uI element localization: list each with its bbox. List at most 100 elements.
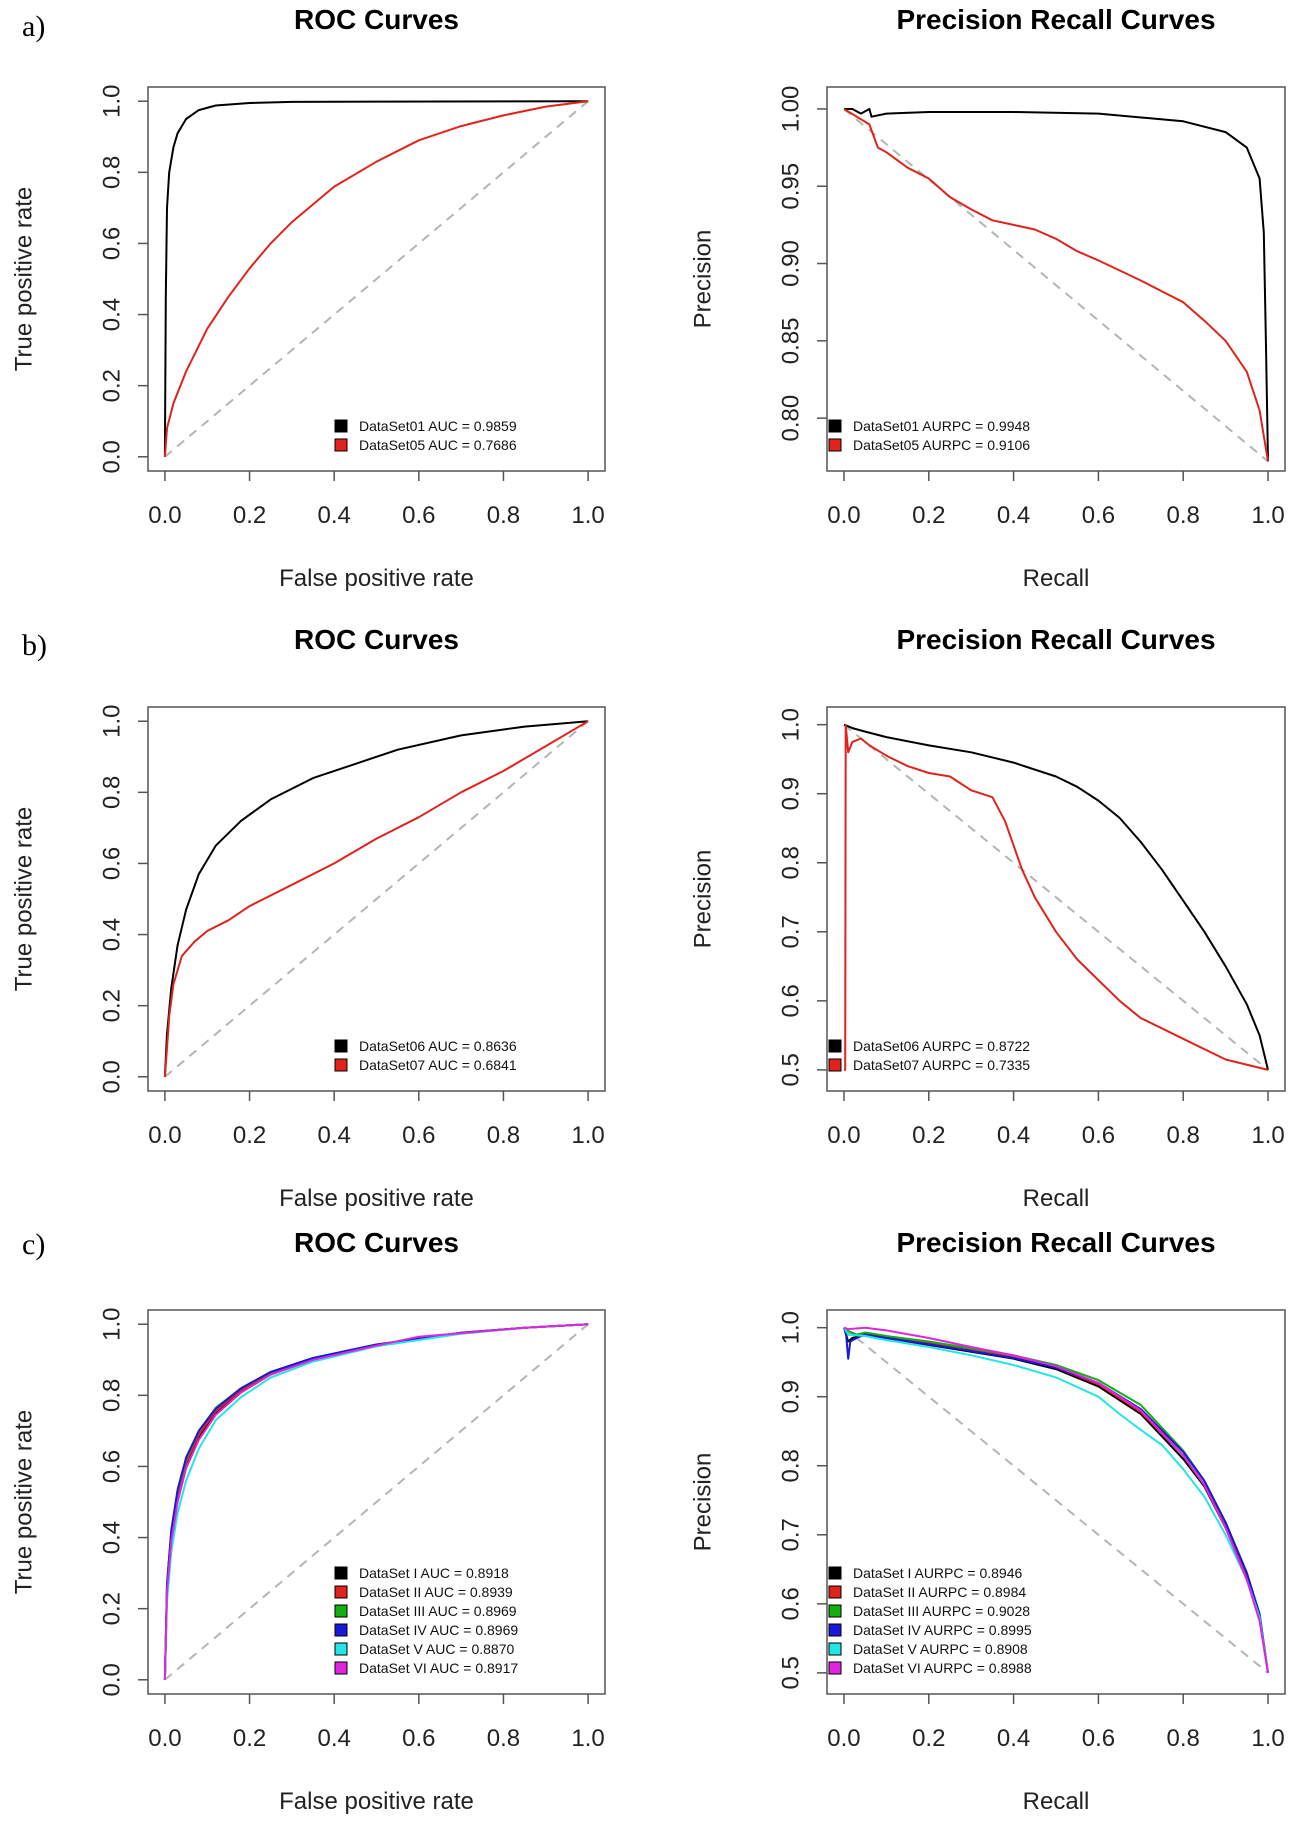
x-tick-label: 0.8: [1167, 1725, 1200, 1752]
x-tick-label: 0.4: [317, 1122, 350, 1149]
legend-swatch: [334, 1039, 348, 1053]
y-axis-label: Precision: [690, 850, 717, 949]
legend-swatch: [334, 1058, 348, 1072]
y-tick-label: 0.6: [99, 227, 126, 260]
y-tick-label: 0.2: [99, 369, 126, 402]
y-tick-label: 0.5: [778, 1656, 805, 1689]
legend-swatch: [828, 1058, 842, 1072]
legend-swatch: [828, 1604, 842, 1618]
series-line-dataset01: [844, 108, 1269, 462]
chart-panel-1: ROC Curves 0.0 0.2 0.4 0.6 0.8 1.0 0.0 0.2 0.4 0.6…: [11, 4, 606, 592]
legend-entry: DataSet IV AUC = 0.8969: [359, 1622, 518, 1638]
x-tick-label: 1.0: [571, 1725, 604, 1752]
x-axis-label: Recall: [1023, 1788, 1090, 1815]
panel-label-b: b): [22, 629, 47, 662]
legend-entry: DataSet07 AURPC = 0.7335: [853, 1057, 1030, 1073]
y-axis-label: True positive rate: [11, 807, 38, 992]
legend-entry: DataSet III AUC = 0.8969: [359, 1603, 517, 1619]
legend-entry: DataSet IV AURPC = 0.8995: [853, 1622, 1032, 1638]
y-tick-label: 1.0: [99, 85, 126, 118]
x-tick-label: 0.0: [827, 1725, 860, 1752]
legend-entry: DataSet05 AURPC = 0.9106: [853, 437, 1030, 453]
legend-swatch: [828, 419, 842, 433]
x-tick-label: 0.0: [148, 502, 181, 529]
y-tick-label: 0.8: [778, 846, 805, 879]
legend-entry: DataSet III AURPC = 0.9028: [853, 1603, 1030, 1619]
x-tick-label: 0.6: [1082, 1725, 1115, 1752]
legend-swatch: [828, 1642, 842, 1656]
y-tick-label: 1.00: [778, 86, 805, 133]
plot-frame: [826, 1309, 1286, 1695]
x-tick-label: 0.6: [402, 502, 435, 529]
legend-entry: DataSet01 AUC = 0.9859: [359, 418, 517, 434]
legend-swatch: [334, 438, 348, 452]
x-axis-label: False positive rate: [279, 1185, 474, 1212]
legend-entry: DataSet06 AUC = 0.8636: [359, 1038, 517, 1054]
series-line-dataset07: [163, 720, 589, 1077]
chart-title: Precision Recall Curves: [896, 1227, 1215, 1258]
legend-swatch: [828, 438, 842, 452]
legend-entry: DataSet V AURPC = 0.8908: [853, 1641, 1028, 1657]
x-tick-label: 0.2: [233, 1725, 266, 1752]
legend-swatch: [334, 1623, 348, 1637]
legend-swatch: [334, 1642, 348, 1656]
chart-title: ROC Curves: [294, 4, 459, 35]
x-tick-label: 0.2: [912, 502, 945, 529]
legend-entry: DataSet II AUC = 0.8939: [359, 1584, 513, 1600]
reference-diagonal: [843, 723, 1269, 1071]
y-tick-label: 0.85: [778, 317, 805, 364]
x-tick-label: 0.6: [1082, 1122, 1115, 1149]
x-tick-label: 1.0: [571, 502, 604, 529]
y-tick-label: 0.2: [99, 1592, 126, 1625]
plot-frame: [147, 1309, 606, 1695]
y-tick-label: 0.6: [99, 1450, 126, 1483]
y-axis-label: True positive rate: [11, 1410, 38, 1595]
chart-title: Precision Recall Curves: [896, 624, 1215, 655]
x-tick-label: 0.6: [402, 1725, 435, 1752]
series-line-dataset-v: [843, 1327, 1269, 1674]
plot-frame: [147, 706, 606, 1092]
legend-swatch: [334, 419, 348, 433]
x-tick-label: 0.8: [487, 1122, 520, 1149]
y-axis-label: True positive rate: [11, 187, 38, 372]
series-line-dataset06: [843, 723, 1269, 1071]
y-tick-label: 0.9: [778, 777, 805, 810]
series-line-dataset05: [163, 100, 589, 457]
y-tick-label: 0.2: [99, 989, 126, 1022]
y-tick-label: 0.4: [99, 1521, 126, 1554]
reference-diagonal: [843, 1326, 1269, 1674]
y-tick-label: 0.7: [778, 915, 805, 948]
chart-panel-2: Precision Recall Curves 0.0 0.2 0.4 0.6 0.8 1.…: [690, 4, 1286, 592]
legend-entry: DataSet V AUC = 0.8870: [359, 1641, 514, 1657]
chart-title: ROC Curves: [294, 1227, 459, 1258]
legend-entry: DataSet06 AURPC = 0.8722: [853, 1038, 1030, 1054]
y-tick-label: 0.0: [99, 1663, 126, 1696]
plot-frame: [826, 706, 1286, 1092]
x-tick-label: 0.8: [1167, 1122, 1200, 1149]
y-tick-label: 0.7: [778, 1518, 805, 1551]
series-line-dataset-vi: [163, 1323, 589, 1680]
chart-panel-4: Precision Recall Curves 0.0 0.2 0.4 0.6 0.8 1.…: [690, 624, 1286, 1212]
x-tick-label: 0.2: [233, 1122, 266, 1149]
y-tick-label: 0.6: [99, 847, 126, 880]
chart-title: ROC Curves: [294, 624, 459, 655]
series-line-dataset07: [844, 723, 1269, 1071]
legend-swatch: [828, 1585, 842, 1599]
y-tick-label: 0.8: [99, 1379, 126, 1412]
y-tick-label: 1.0: [778, 1311, 805, 1344]
legend-entry: DataSet VI AUC = 0.8917: [359, 1660, 518, 1676]
x-tick-label: 1.0: [1251, 502, 1284, 529]
y-tick-label: 1.0: [99, 705, 126, 738]
y-tick-label: 0.8: [778, 1449, 805, 1482]
x-tick-label: 0.4: [997, 1725, 1030, 1752]
x-tick-label: 0.4: [317, 1725, 350, 1752]
x-tick-label: 0.4: [317, 502, 350, 529]
legend-swatch: [334, 1566, 348, 1580]
plot-frame: [147, 86, 606, 472]
series-line-dataset-vi: [843, 1326, 1269, 1674]
x-axis-label: False positive rate: [279, 1788, 474, 1815]
y-tick-label: 0.6: [778, 984, 805, 1017]
x-tick-label: 1.0: [1251, 1122, 1284, 1149]
y-tick-label: 0.9: [778, 1380, 805, 1413]
legend-swatch: [828, 1566, 842, 1580]
